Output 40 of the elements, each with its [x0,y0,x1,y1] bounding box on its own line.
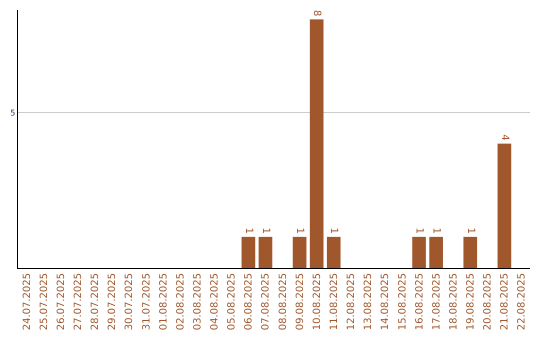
x-tick-label: 28.07.2025 [90,273,102,330]
data-label: 1 [260,228,271,234]
x-tick-label: 13.08.2025 [363,273,374,330]
x-tick-label: 18.08.2025 [448,273,460,330]
data-label: 1 [294,228,306,234]
x-tick-label: 21.08.2025 [500,273,511,330]
x-tick-label: 20.08.2025 [482,273,494,330]
x-tick-label: 09.08.2025 [294,273,306,330]
x-tick-label: 17.08.2025 [431,273,442,330]
data-label: 1 [430,228,442,234]
y-tick-label: 5 [10,108,16,118]
data-label: 1 [328,228,340,234]
x-tick-label: 11.08.2025 [328,273,340,330]
x-tick-label: 07.08.2025 [260,273,272,330]
x-tick-label: 08.08.2025 [278,273,289,330]
x-tick-label: 24.07.2025 [22,273,33,330]
x-tick-label: 30.07.2025 [124,273,136,330]
x-tick-label: 29.07.2025 [107,273,118,330]
x-tick-label: 10.08.2025 [312,273,323,330]
x-tick-label: 22.08.2025 [516,273,528,330]
x-tick-label: 06.08.2025 [244,273,255,330]
x-tick-label: 16.08.2025 [414,273,426,330]
x-tick-label: 03.08.2025 [192,273,204,330]
x-tick-label: 14.08.2025 [380,273,392,330]
x-tick-label: 26.07.2025 [56,273,67,330]
data-label: 1 [464,228,476,234]
x-tick-label: 15.08.2025 [397,273,408,330]
x-tick-label: 01.08.2025 [158,273,170,330]
x-tick-label: 19.08.2025 [466,273,477,330]
x-tick-label: 04.08.2025 [210,273,221,330]
x-tick-label: 02.08.2025 [175,273,186,330]
x-tick-label: 27.07.2025 [72,273,84,330]
data-label: 1 [242,228,254,234]
x-tick-label: 12.08.2025 [346,273,358,330]
data-label: 1 [414,228,425,234]
x-tick-label: 25.07.2025 [38,273,50,330]
x-tick-label: 31.07.2025 [141,273,152,330]
x-tick-label: 05.08.2025 [226,273,238,330]
data-label: 4 [498,134,510,141]
data-label: 8 [311,10,322,16]
